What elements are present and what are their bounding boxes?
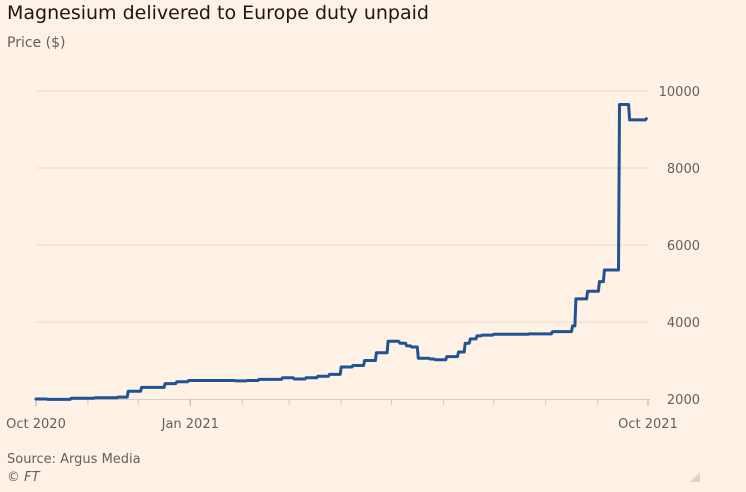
x-axis: [35, 399, 650, 406]
chart-title: Magnesium delivered to Europe duty unpai…: [7, 2, 429, 24]
y-axis-unit-label: Price ($): [7, 35, 66, 51]
x-tick-label: Jan 2021: [161, 417, 219, 432]
x-tick-label: Oct 2021: [618, 417, 678, 432]
price-series-line: [34, 103, 648, 401]
y-axis-tick-labels: 2000 4000 6000 8000 10000: [659, 85, 700, 408]
y-tick-label: 2000: [667, 393, 700, 408]
x-axis-tick-labels: Oct 2020 Jan 2021 Oct 2021: [6, 417, 678, 432]
gridlines: [36, 90, 648, 323]
y-tick-label: 8000: [667, 162, 700, 177]
y-tick-label: 6000: [667, 239, 700, 254]
y-tick-label: 4000: [667, 316, 700, 331]
x-tick-label: Oct 2020: [6, 417, 66, 432]
copyright-note: © FT: [7, 470, 40, 485]
series-layer: [34, 103, 648, 401]
resize-corner-icon: [690, 472, 700, 482]
y-tick-label: 10000: [659, 85, 700, 100]
source-note: Source: Argus Media: [7, 452, 141, 467]
